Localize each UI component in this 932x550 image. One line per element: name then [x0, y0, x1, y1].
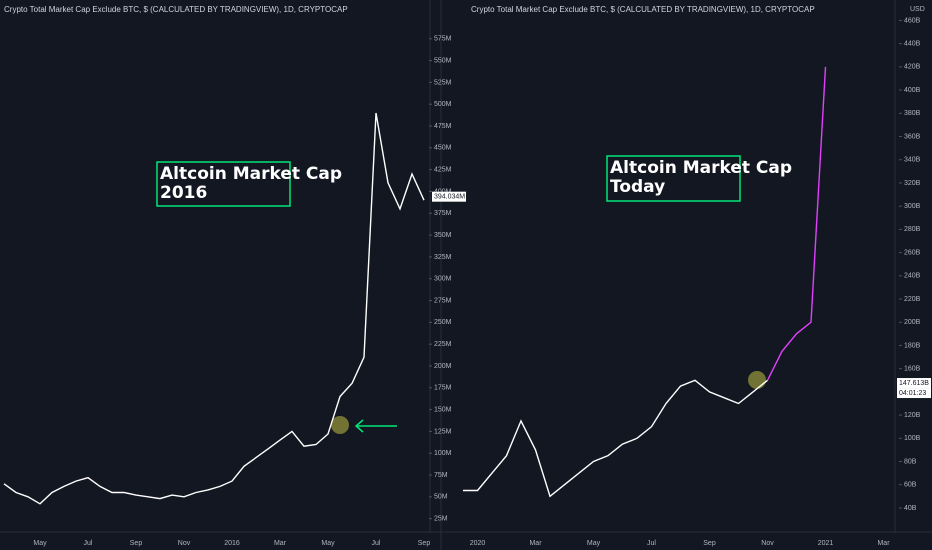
series-line	[3, 112, 425, 505]
x-tick-label: May	[33, 540, 47, 547]
y-tick-label: 450M	[434, 145, 452, 152]
y-tick-label: 60B	[904, 482, 917, 489]
y-tick-label: 100B	[904, 435, 921, 442]
x-tick-label: Mar	[877, 540, 890, 547]
y-tick-label: 300B	[904, 203, 921, 210]
x-tick-label: May	[321, 540, 335, 547]
y-tick-label: 425M	[434, 167, 452, 174]
y-tick-label: 275M	[434, 297, 452, 304]
x-tick-label: Jul	[647, 540, 656, 547]
y-tick-label: 360B	[904, 133, 921, 140]
y-tick-label: 260B	[904, 249, 921, 256]
x-tick-label: Sep	[418, 540, 431, 547]
annotation: Altcoin Market Cap	[610, 158, 792, 178]
annotation: Today	[610, 177, 665, 197]
y-tick-label: 180B	[904, 342, 921, 349]
annotation-box	[156, 161, 291, 207]
y-tick-label: 175M	[434, 385, 452, 392]
price-label: 394.034M	[434, 194, 465, 201]
x-tick-label: 2016	[224, 540, 240, 547]
countdown: 04:01:23	[899, 390, 926, 397]
y-tick-label: 350M	[434, 232, 452, 239]
y-tick-label: 440B	[904, 41, 921, 48]
y-tick-label: 500M	[434, 101, 452, 108]
y-tick-label: 460B	[904, 17, 921, 24]
x-tick-label: 2020	[470, 540, 486, 547]
price-tag	[432, 191, 466, 202]
x-tick-label: Sep	[130, 540, 143, 547]
arrow	[354, 419, 397, 433]
y-tick-label: 525M	[434, 79, 452, 86]
y-tick-label: 280B	[904, 226, 921, 233]
y-tick-label: 80B	[904, 458, 917, 465]
y-tick-label: 420B	[904, 64, 921, 71]
y-tick-label: 225M	[434, 341, 452, 348]
y-tick-label: 75M	[434, 472, 448, 479]
y-tick-label: 550M	[434, 57, 452, 64]
y-tick-label: 200B	[904, 319, 921, 326]
x-tick-label: Nov	[761, 540, 774, 547]
chart-title: Crypto Total Market Cap Exclude BTC, $ (…	[471, 5, 815, 14]
x-tick-label: 2021	[818, 540, 834, 547]
x-tick-label: Sep	[703, 540, 716, 547]
price-label: 147.613B	[899, 380, 929, 387]
y-tick-label: 400B	[904, 87, 921, 94]
x-tick-label: Mar	[274, 540, 287, 547]
countdown-tag	[897, 388, 931, 399]
y-tick-label: 200M	[434, 363, 452, 370]
chart-title: Crypto Total Market Cap Exclude BTC, $ (…	[4, 5, 348, 14]
y-tick-label: 220B	[904, 296, 921, 303]
y-tick-label: 325M	[434, 254, 452, 261]
price-tag	[897, 378, 931, 389]
y-tick-label: 380B	[904, 110, 921, 117]
y-tick-label: 150M	[434, 406, 452, 413]
y-tick-label: 50M	[434, 494, 448, 501]
x-tick-label: Mar	[529, 540, 542, 547]
y-tick-label: 160B	[904, 366, 921, 373]
x-tick-label: Jul	[372, 540, 381, 547]
y-tick-label: 475M	[434, 123, 452, 130]
y-tick-label: 40B	[904, 505, 917, 512]
axis-unit: USD	[910, 6, 925, 13]
y-tick-label: 120B	[904, 412, 921, 419]
y-tick-label: 125M	[434, 428, 452, 435]
y-tick-label: 375M	[434, 210, 452, 217]
y-tick-label: 240B	[904, 273, 921, 280]
series-line	[463, 379, 768, 498]
series-line	[766, 66, 827, 381]
highlight-circle	[331, 416, 349, 434]
y-tick-label: 575M	[434, 36, 452, 43]
annotation-box	[606, 155, 741, 202]
x-tick-label: Nov	[178, 540, 191, 547]
y-tick-label: 250M	[434, 319, 452, 326]
y-tick-label: 100M	[434, 450, 452, 457]
x-tick-label: May	[587, 540, 601, 547]
y-tick-label: 320B	[904, 180, 921, 187]
annotation: Altcoin Market Cap	[160, 164, 342, 184]
highlight-circle	[748, 371, 766, 389]
y-tick-label: 25M	[434, 516, 448, 523]
y-tick-label: 340B	[904, 157, 921, 164]
x-tick-label: Jul	[84, 540, 93, 547]
y-tick-label: 300M	[434, 276, 452, 283]
annotation: 2016	[160, 183, 207, 203]
